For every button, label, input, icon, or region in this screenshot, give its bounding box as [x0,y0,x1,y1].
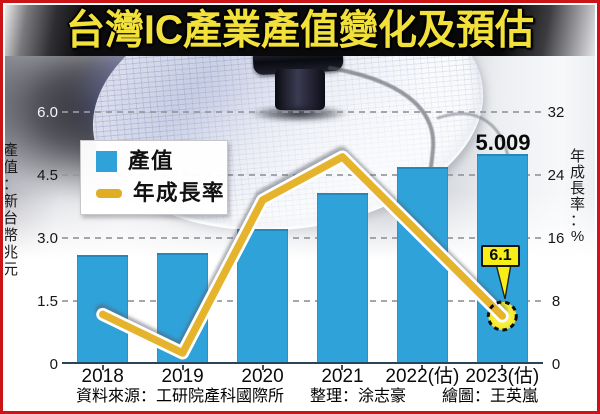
axis-title-char: 幣 [2,227,18,244]
bar [316,193,368,364]
legend-item-bar: 產值 [96,149,227,173]
growth-callout: 6.1 [481,245,520,267]
x-category-label: 2020 [241,366,284,387]
legend-bar-label: 產值 [128,149,175,173]
axis-title-char: 成 [569,164,585,181]
bar [237,229,289,364]
right-tick-label: 32 [547,104,565,121]
left-tick-label: 1.5 [37,293,58,310]
left-tick-label: 4.5 [37,167,58,184]
left-axis-title: 產值：新台幣兆元 [2,143,19,279]
footer-graphics: 繪圖：王英嵐 [442,388,539,405]
axis-title-char: 新 [2,193,18,210]
x-category-label: 2019 [161,366,204,387]
title-banner: 台灣IC產業產值變化及預估 [4,5,596,56]
axis-title-char: 值 [2,159,18,176]
x-tick [501,365,504,370]
right-tick-label: 0 [551,356,561,373]
axis-title-char: 年 [569,148,585,165]
axis-title-char: 長 [569,180,585,197]
bar [77,254,129,364]
axis-title-char: ： [569,212,585,229]
robot-arm-base [249,105,349,122]
axis-title-char: 產 [2,142,18,159]
axis-title-char: 兆 [2,244,18,261]
x-tick [421,365,424,370]
right-tick-label: 24 [547,167,565,184]
x-category-label: 2023(估) [465,366,540,387]
gridline [62,300,543,302]
left-tick-label: 0 [49,356,58,373]
x-tick [101,365,104,370]
gridline [62,237,543,239]
chart-title: 台灣IC產業產值變化及預估 [65,8,534,53]
robot-arm-shaft [275,69,325,110]
right-tick-label: 16 [547,230,565,247]
left-tick-label: 3.0 [37,230,58,247]
axis-title-char: 元 [2,261,18,278]
axis-title-char: % [570,228,585,245]
x-category-label: 2021 [321,366,364,387]
legend-line-swatch [96,188,122,198]
footer-editor: 整理：涂志豪 [310,388,407,405]
x-category-label: 2022(估) [385,366,460,387]
axis-title-char: 台 [2,210,18,227]
x-tick [341,365,344,370]
axis-title-char: 率 [569,196,585,213]
legend-line-label: 年成長率 [133,180,226,205]
bar [396,167,448,364]
legend-bar-swatch [96,151,117,173]
left-tick-label: 6.0 [37,104,58,121]
right-axis-title: 年成長率：% [569,149,586,245]
bar [157,252,209,364]
gridline [62,111,543,113]
axis-title-char: ： [2,176,18,193]
x-tick [261,365,264,370]
legend: 產值 年成長率 [80,140,228,215]
x-axis-line [62,362,543,365]
x-category-label: 2018 [81,366,124,387]
right-tick-label: 8 [551,293,561,310]
footer-source: 資料來源：工研院產科國際所 [76,388,285,405]
bar-value-label: 5.009 [475,130,531,155]
x-tick [181,365,184,370]
legend-item-line: 年成長率 [96,180,227,205]
